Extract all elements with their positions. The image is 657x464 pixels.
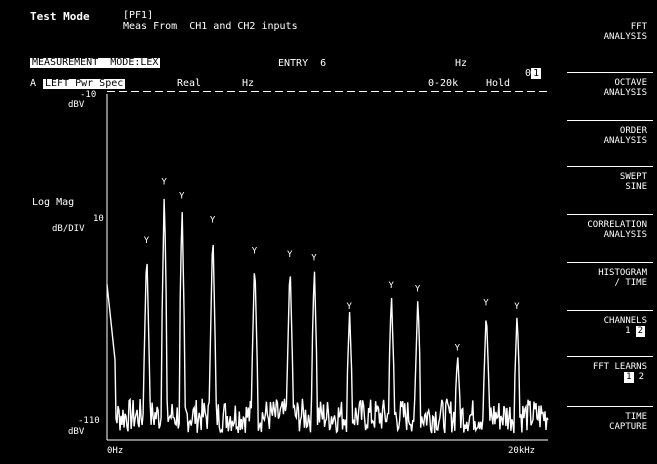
trace-selector: A: [30, 78, 37, 89]
y-scale-value: 10: [93, 214, 104, 224]
softkey-label: CAPTURE: [609, 422, 647, 433]
softkey-separator: [567, 214, 653, 215]
softkey-label: ANALYSIS: [603, 136, 647, 147]
peak-marker: Y: [252, 247, 258, 257]
box-value-0[interactable]: 0: [525, 68, 532, 79]
y-top-value: -10: [80, 90, 97, 100]
softkey-9[interactable]: TIME CAPTURE: [555, 412, 657, 433]
y-top-unit: dBV: [68, 100, 85, 110]
y-scale-unit: dB/DIV: [52, 224, 85, 234]
softkey-option[interactable]: 1: [625, 326, 631, 337]
softkey-label: ANALYSIS: [603, 230, 647, 241]
softkey-label: FFT LEARNS: [592, 362, 647, 372]
softkey-option[interactable]: 2: [635, 326, 645, 337]
softkey-label: OCTAVE: [614, 78, 647, 88]
softkey-1[interactable]: FFT ANALYSIS: [555, 22, 657, 43]
measurement-mode-field[interactable]: MEASUREMENT MODE:LEX: [30, 57, 161, 68]
peak-marker: Y: [210, 215, 216, 225]
trace-range: 0-20k: [428, 78, 459, 89]
softkey-label: ORDER: [619, 126, 647, 136]
peak-marker: Y: [347, 302, 353, 312]
peak-marker: Y: [388, 281, 394, 291]
trace-units: Hz: [242, 78, 255, 89]
spectrum-trace-path: [106, 198, 549, 434]
softkey-5[interactable]: CORRELATION ANALYSIS: [555, 220, 657, 241]
key-label: [PF1]: [123, 10, 154, 21]
softkey-separator: [567, 120, 653, 121]
peak-marker: Y: [287, 250, 293, 260]
peak-marker: Y: [415, 285, 421, 295]
softkey-label: FFT: [630, 22, 647, 32]
softkey-2[interactable]: OCTAVE ANALYSIS: [555, 78, 657, 99]
peak-markers: Y Y Y Y Y Y Y Y Y Y Y Y Y: [144, 177, 520, 353]
trace-status: Hold: [486, 78, 511, 89]
softkey-label: CORRELATION: [587, 220, 647, 230]
softkey-option[interactable]: 2: [638, 372, 644, 383]
softkey-label: TIME: [625, 412, 647, 422]
softkey-4[interactable]: SWEPT SINE: [555, 172, 657, 193]
softkey-8[interactable]: FFT LEARNS 1 2: [555, 362, 657, 383]
x-start-label: 0Hz: [107, 446, 124, 456]
peak-marker: Y: [179, 191, 185, 201]
trace-channel: Real: [177, 78, 202, 89]
peak-marker: Y: [483, 299, 489, 309]
peak-marker: Y: [311, 254, 317, 264]
softkey-label: ANALYSIS: [603, 88, 647, 99]
softkey-label: ANALYSIS: [603, 32, 647, 43]
spectrum-trace: [106, 198, 549, 434]
softkey-separator: [567, 262, 653, 263]
x-stop-label: 20kHz: [508, 446, 536, 456]
trace-name[interactable]: LEFT Pwr Spec: [43, 78, 126, 89]
peak-marker: Y: [161, 177, 167, 187]
softkey-label: SWEPT: [619, 172, 647, 182]
softkey-separator: [567, 310, 653, 311]
softkey-option[interactable]: 1: [624, 372, 634, 383]
softkey-label: SINE: [625, 182, 647, 193]
softkey-separator: [567, 72, 653, 73]
y-bottom-unit: dBV: [68, 427, 85, 437]
peak-marker: Y: [144, 236, 150, 246]
y-axis-label: Log Mag: [32, 197, 75, 208]
softkey-6[interactable]: HISTOGRAM / TIME: [555, 268, 657, 289]
entry-field: ENTRY 6: [278, 58, 327, 69]
description-text: Meas From CH1 and CH2 inputs: [123, 21, 298, 32]
softkey-7[interactable]: CHANNELS 1 2: [555, 316, 657, 337]
peak-marker: Y: [514, 302, 520, 312]
softkey-label: HISTOGRAM: [598, 268, 647, 278]
softkey-3[interactable]: ORDER ANALYSIS: [555, 126, 657, 147]
test-mode-label: Test Mode: [30, 10, 90, 23]
softkey-separator: [567, 406, 653, 407]
softkey-separator: [567, 166, 653, 167]
softkey-label: / TIME: [614, 278, 647, 289]
y-bottom-value: -110: [78, 416, 100, 426]
right-field: Hz: [455, 58, 468, 69]
softkey-label: CHANNELS: [603, 316, 647, 326]
peak-marker: Y: [455, 344, 461, 354]
softkey-separator: [567, 356, 653, 357]
box-value-1[interactable]: 1: [531, 68, 542, 79]
